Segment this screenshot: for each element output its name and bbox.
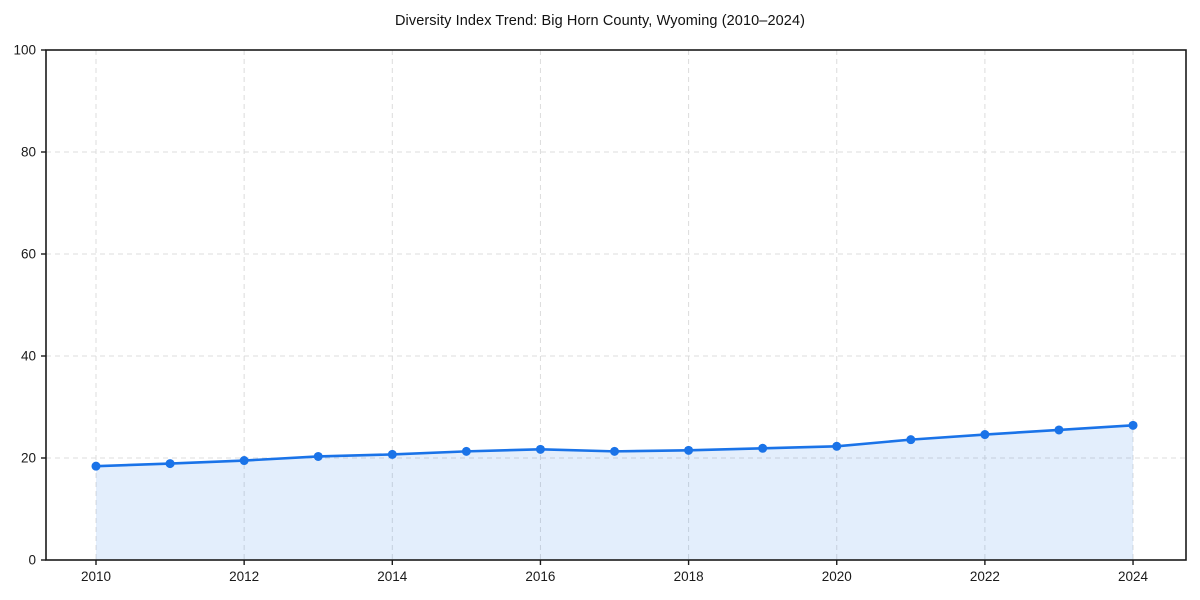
y-tick-label: 20: [21, 451, 36, 466]
data-point-marker: [387, 449, 397, 459]
plot-border: [45, 49, 1187, 561]
y-tick-label: 60: [21, 247, 36, 262]
data-point-marker: [165, 459, 175, 469]
y-tick-label: 0: [28, 553, 36, 568]
area-fill: [96, 425, 1134, 560]
x-tick-label: 2012: [229, 569, 259, 584]
x-axis: 2010 2012 2014 2016 2018 2020 2022 2024: [81, 560, 1149, 584]
data-point-marker: [1054, 425, 1064, 435]
data-point-marker: [535, 444, 545, 454]
data-point-marker: [980, 430, 990, 440]
data-point-marker: [1128, 420, 1138, 430]
y-tick-label: 100: [13, 43, 36, 58]
data-point-marker: [461, 446, 471, 456]
y-axis: 0 20 40 60 80 100: [13, 43, 46, 568]
data-point-marker: [906, 435, 916, 445]
x-tick-label: 2018: [674, 569, 704, 584]
x-tick-label: 2014: [377, 569, 408, 584]
data-points: [91, 420, 1138, 471]
data-point-marker: [832, 441, 842, 451]
x-tick-label: 2020: [822, 569, 852, 584]
x-tick-label: 2022: [970, 569, 1000, 584]
x-tick-label: 2016: [525, 569, 555, 584]
data-point-marker: [239, 456, 249, 466]
data-point-marker: [91, 461, 101, 471]
data-point-marker: [758, 443, 768, 453]
data-point-marker: [684, 445, 694, 455]
gridlines: [46, 50, 1186, 560]
x-tick-label: 2010: [81, 569, 111, 584]
y-tick-label: 40: [21, 349, 36, 364]
data-point-marker: [313, 451, 323, 461]
x-tick-label: 2024: [1118, 569, 1149, 584]
data-point-marker: [610, 446, 620, 456]
chart-title: Diversity Index Trend: Big Horn County, …: [394, 13, 806, 29]
y-tick-label: 80: [21, 145, 36, 160]
